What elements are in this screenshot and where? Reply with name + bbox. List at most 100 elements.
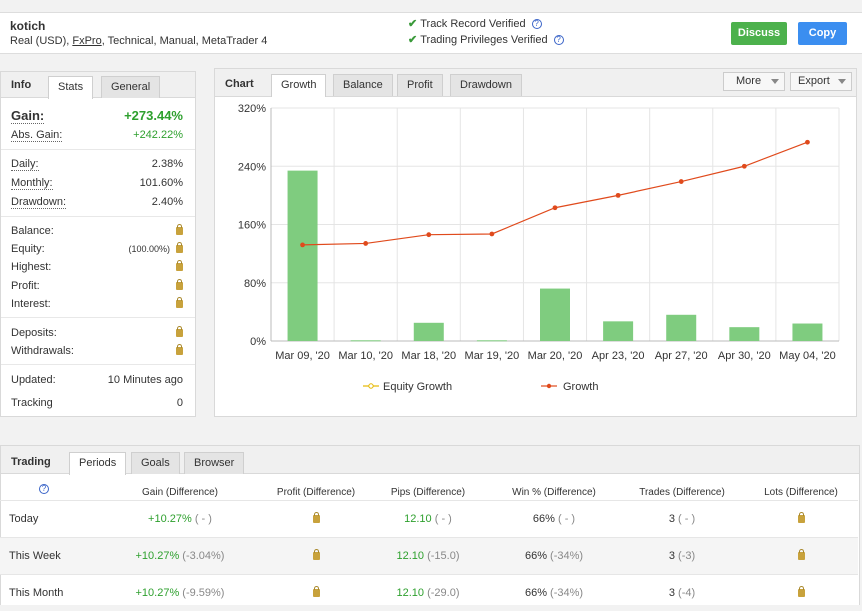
col-win: Win % (Difference)	[512, 487, 596, 498]
lock-icon	[176, 242, 183, 253]
tracking-label: Tracking	[11, 397, 53, 409]
trades-diff: ( - )	[674, 513, 696, 525]
win-value: 66%	[524, 587, 547, 599]
monthly-label: Monthly:	[11, 177, 53, 190]
pips-diff: ( - )	[431, 513, 452, 525]
export-label: Export	[798, 75, 830, 87]
lock-icon	[312, 586, 320, 597]
more-dropdown[interactable]: More	[723, 72, 785, 91]
x-tick-label: May 04, '20	[779, 350, 836, 362]
check-icon: ✔	[408, 18, 418, 30]
daily-label: Daily:	[11, 158, 39, 171]
col-trades: Trades (Difference)	[639, 487, 725, 498]
lock-icon	[176, 279, 183, 290]
y-tick-label: 320%	[238, 103, 266, 115]
table-row: This Month +10.27% (-9.59%) 12.10 (-29.0) 6…	[0, 574, 858, 611]
info-title: Info	[11, 79, 32, 91]
tab-stats[interactable]: Stats	[48, 76, 94, 99]
growth-point	[615, 192, 621, 198]
period-label: Today	[9, 513, 39, 525]
trading-panel: Trading Periods Goals Browser	[0, 445, 860, 605]
lock-icon	[176, 344, 183, 355]
tab-balance[interactable]: Balance	[333, 74, 393, 96]
period-cell: Today	[9, 513, 129, 525]
bar	[666, 314, 697, 341]
tab-browser[interactable]: Browser	[184, 452, 245, 474]
profit-cell	[246, 586, 386, 599]
tab-growth[interactable]: Growth	[271, 74, 327, 97]
lock-icon	[176, 224, 183, 235]
y-tick-label: 80%	[244, 278, 266, 290]
withdrawals-label: Withdrawals:	[11, 345, 74, 357]
bar	[413, 322, 444, 341]
x-tick-label: Apr 23, '20	[592, 350, 645, 362]
help-icon[interactable]: ?	[531, 19, 542, 30]
bar	[350, 340, 381, 342]
abs-gain-value: +242.22%	[133, 129, 183, 141]
bar	[476, 340, 507, 342]
copy-button[interactable]: Copy	[798, 22, 847, 45]
tab-profit[interactable]: Profit	[397, 74, 443, 96]
trades-diff: (-4)	[674, 587, 696, 599]
discuss-button[interactable]: Discuss	[731, 22, 787, 45]
help-icon[interactable]: ?	[553, 35, 564, 46]
lock-icon	[797, 512, 805, 523]
lots-cell	[731, 512, 862, 525]
win-cell: 66% (-34%)	[484, 550, 624, 562]
tab-general[interactable]: General	[101, 76, 161, 98]
lock-icon	[176, 326, 183, 337]
win-cell: 66% (-34%)	[484, 587, 624, 599]
daily-value: 2.38%	[151, 158, 183, 170]
updated-value: 10 Minutes ago	[107, 374, 183, 386]
pips-value: 12.10	[396, 550, 425, 562]
x-tick-label: Mar 19, '20	[465, 350, 520, 362]
gain-cell: +10.27% (-9.59%)	[110, 587, 250, 599]
chart-panel: Chart Growth Balance Profit Drawdown Mor…	[214, 68, 857, 417]
bar	[287, 170, 318, 341]
pips-diff: (-29.0)	[424, 587, 460, 599]
growth-point	[300, 242, 305, 248]
trades-cell: 3 ( - )	[612, 513, 752, 525]
updated-label: Updated:	[11, 374, 56, 386]
drawdown-label: Drawdown:	[11, 196, 67, 209]
info-panel: Info Stats General Gain: +273.44% Abs. G…	[0, 71, 196, 417]
balance-label: Balance:	[11, 225, 54, 237]
legend-equity-marker	[368, 383, 374, 389]
profit-cell	[246, 512, 386, 525]
x-tick-label: Mar 09, '20	[275, 350, 330, 362]
gain-value: +273.44%	[124, 108, 183, 123]
growth-point	[741, 163, 747, 169]
more-label: More	[736, 75, 762, 87]
pips-cell: 12.10 (-29.0)	[358, 587, 498, 599]
period-cell: This Week	[9, 550, 129, 562]
help-icon[interactable]: ?	[39, 484, 49, 494]
x-tick-label: Apr 27, '20	[655, 350, 708, 362]
trades-value: 3	[668, 513, 675, 525]
y-tick-label: 160%	[238, 220, 266, 232]
deposits-label: Deposits:	[11, 327, 57, 339]
chart-tabbar: Chart Growth Balance Profit Drawdown Mor…	[215, 69, 856, 97]
divider	[1, 216, 195, 217]
lock-icon	[797, 586, 805, 597]
lock-icon	[312, 549, 320, 560]
period-cell: This Month	[9, 587, 129, 599]
gain-value: +10.27%	[148, 513, 192, 525]
bar	[792, 323, 823, 341]
tab-goals[interactable]: Goals	[131, 452, 180, 474]
account-header: kotich Real (USD), FxPro, Technical, Man…	[0, 12, 862, 54]
x-tick-label: Apr 30, '20	[718, 350, 771, 362]
lock-icon	[176, 297, 183, 308]
tab-drawdown[interactable]: Drawdown	[450, 74, 522, 96]
pips-value: 12.10	[396, 587, 425, 599]
export-dropdown[interactable]: Export	[790, 72, 852, 91]
drawdown-value: 2.40%	[151, 196, 183, 208]
trades-cell: 3 (-3)	[612, 550, 752, 562]
trading-tabbar: Trading Periods Goals Browser	[1, 446, 859, 475]
trading-title: Trading	[11, 456, 51, 468]
tab-periods[interactable]: Periods	[69, 452, 127, 475]
growth-point	[426, 232, 432, 238]
pips-diff: (-15.0)	[424, 550, 460, 562]
broker-link[interactable]: FxPro	[72, 35, 102, 47]
account-details: Real (USD), FxPro, Technical, Manual, Me…	[10, 35, 267, 47]
col-profit: Profit (Difference)	[276, 487, 356, 498]
